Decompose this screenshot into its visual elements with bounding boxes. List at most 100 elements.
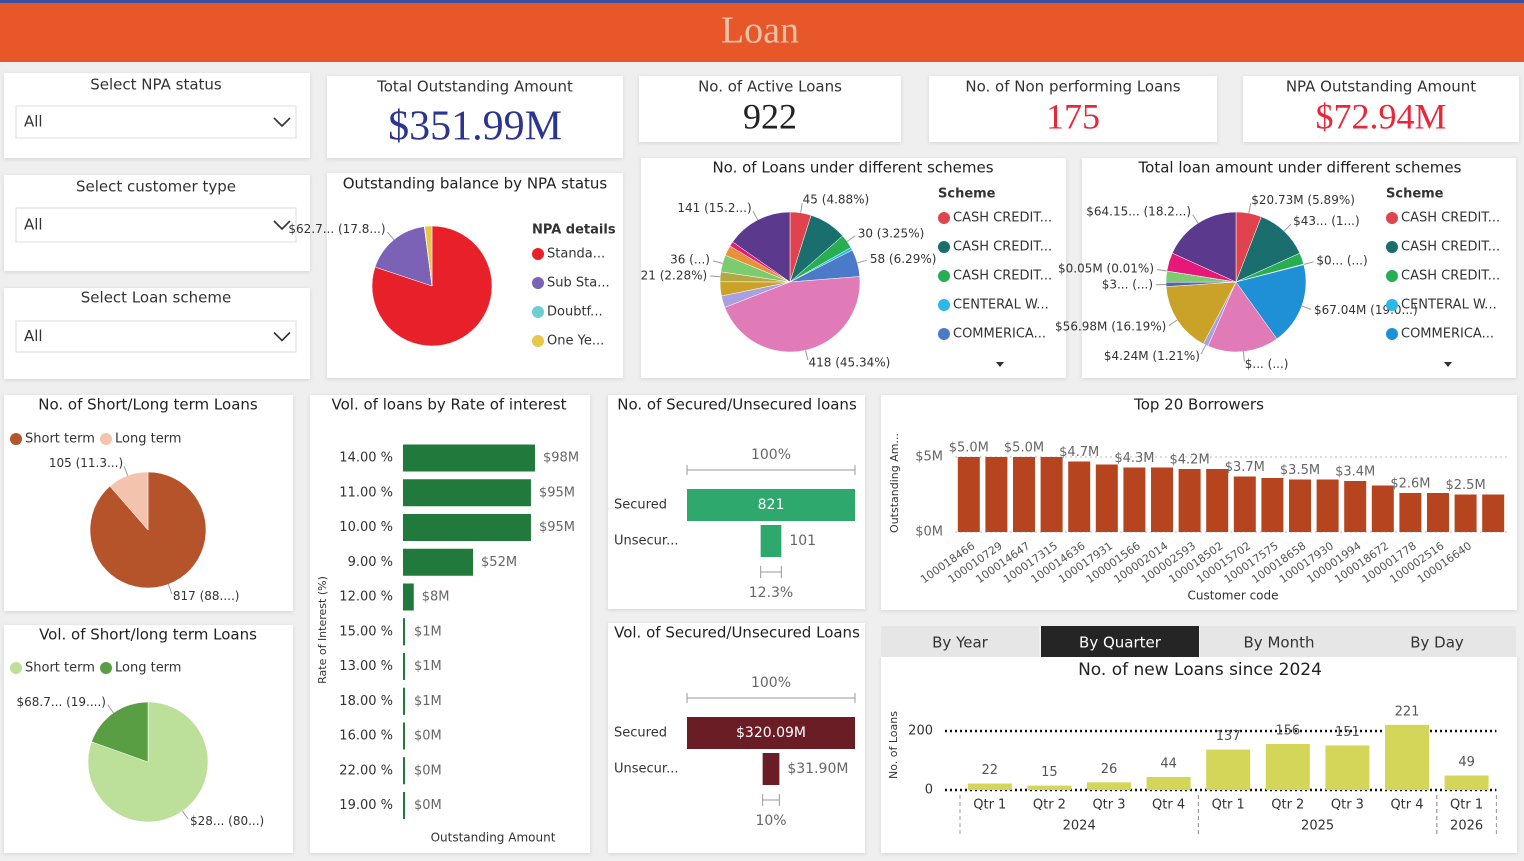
leader-line [1303,261,1314,265]
bar [1454,494,1477,532]
legend-swatch [1386,241,1398,253]
data-label: $0.05M (0.01%) [1058,261,1154,275]
data-label: $3... (...) [1102,277,1153,291]
tab[interactable] [881,626,1039,657]
x-tick-label: Qtr 4 [1390,798,1423,813]
bar [403,444,535,472]
y-tick-label: 15.00 % [339,624,393,639]
data-label: $8M [422,590,450,605]
legend-swatch [938,212,950,224]
pie-slice [1165,281,1237,345]
legend-scroll[interactable] [996,362,1004,367]
data-label: $3.4M [1335,465,1375,480]
bar [1233,476,1256,532]
pie-slice [724,276,861,353]
data-label: $0M [414,763,442,778]
slicer-dropdown[interactable] [15,105,297,139]
bar [1206,469,1229,532]
data-label: 21 (2.28%) [641,268,708,282]
panel [1243,76,1519,142]
bar [1344,481,1367,532]
card-value: $72.94M [1315,96,1446,136]
legend-swatch [1386,328,1398,340]
bar [1146,777,1191,790]
data-label: 15 [1041,765,1058,780]
leader-line [800,202,803,213]
legend-label: Short term [25,432,95,447]
bar [1068,461,1091,532]
dropdown-chevron [273,117,291,128]
legend-label: COMMERICA... [953,327,1046,342]
group-label: 2024 [1063,819,1096,834]
data-label: $62.7... (17.8...) [288,222,385,236]
x-tick-label: Qtr 4 [1152,798,1185,813]
y-tick-label: 22.00 % [339,763,393,778]
data-label: $2.5M [1446,478,1486,493]
x-tick-label: Qtr 3 [1331,798,1364,813]
legend-label: Long term [115,432,181,447]
leader-line [857,259,868,264]
bar [1482,494,1505,532]
tab-label: By Quarter [1079,634,1162,652]
legend-label: One Ye... [547,334,604,349]
bar [1123,467,1146,532]
pie-slice [1207,281,1278,353]
data-label: $31.90M [787,761,848,777]
legend-label: CASH CREDIT... [1401,240,1500,255]
data-label: $4.7M [1059,445,1099,460]
data-label: 101 [789,533,816,549]
bar [1316,479,1339,532]
group-label: 2025 [1301,819,1334,834]
slicer-value: All [24,327,43,345]
group-label: 2026 [1450,819,1483,834]
data-label: $5.0M [1004,441,1044,456]
data-label: $64.15... (18.2...) [1086,205,1191,219]
y-tick-label: 18.00 % [339,694,393,709]
data-label: 221 [1395,704,1420,719]
header-rule [0,0,1524,3]
x-tick-label: Qtr 1 [973,798,1006,813]
slicer-label: Select Loan scheme [81,289,231,307]
legend-swatch [532,335,544,347]
category-label: Secured [614,498,667,513]
tab[interactable] [1041,626,1199,657]
bar [985,457,1008,532]
bar [1261,478,1284,532]
y-tick-label: 13.00 % [339,659,393,674]
legend-swatch [100,662,112,674]
data-label: 151 [1335,725,1360,740]
funnel-bracket [686,465,856,475]
slicer-dropdown[interactable] [15,320,297,353]
y-tick-label: 200 [908,724,933,739]
y-tick-label: $0M [915,525,943,540]
legend-scroll[interactable] [1444,362,1452,367]
data-label: $320.09M [736,725,806,741]
x-tick-label: Qtr 2 [1033,798,1066,813]
bar [1325,745,1370,790]
pie-slice [1171,211,1237,283]
tab[interactable] [1358,626,1516,657]
legend-label: CASH CREDIT... [953,211,1052,226]
funnel-bar [687,717,855,749]
chart-title: Top 20 Borrowers [1133,396,1264,414]
data-label: $56.98M (16.19%) [1055,320,1166,334]
bar [1178,469,1201,532]
slicer-value: All [24,216,43,234]
bar [403,479,531,507]
data-label: $3.7M [1225,460,1265,475]
legend-label: CASH CREDIT... [1401,269,1500,284]
legend-swatch [1386,270,1398,282]
slicer-dropdown[interactable] [15,207,297,243]
legend-title: Scheme [1386,187,1444,202]
legend-label: Sub Sta... [547,276,610,291]
leader-line [1168,319,1178,326]
data-label: $95M [539,485,575,500]
data-label: 36 (...) [670,252,710,266]
data-label: $20.73M (5.89%) [1251,193,1355,207]
dropdown-chevron [273,331,291,342]
data-label: $98M [543,451,579,466]
data-label: $... (...) [1245,357,1289,371]
tab[interactable] [1200,626,1358,657]
leader-line [752,210,759,221]
legend-label: Short term [25,661,95,676]
